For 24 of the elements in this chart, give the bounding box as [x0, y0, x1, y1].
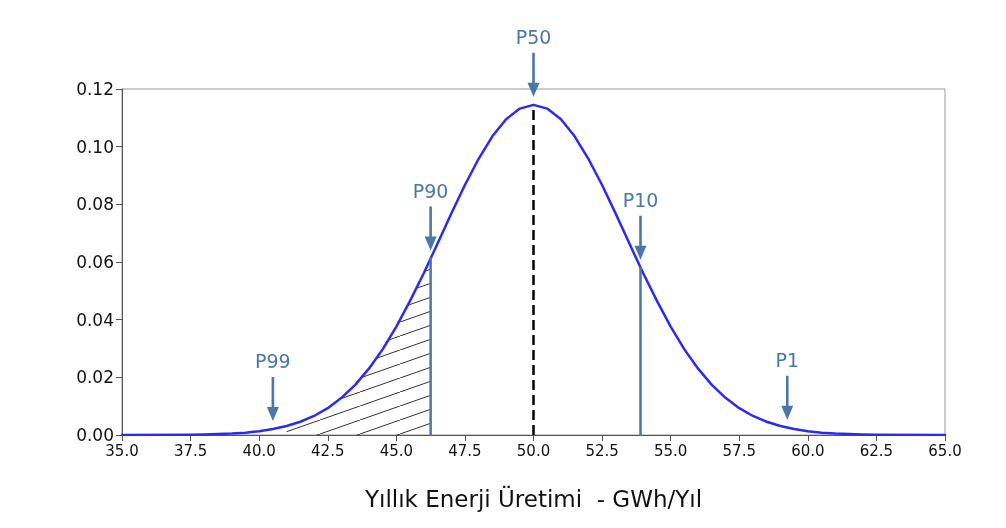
y-tick-label: 0.06	[76, 252, 114, 272]
x-tick-label: 37.5	[173, 441, 208, 460]
y-tick-label: 0.10	[76, 136, 114, 157]
x-tick-label: 55.0	[653, 441, 688, 460]
x-tick-label: 60.0	[791, 441, 825, 460]
x-tick-label: 50.0	[516, 441, 551, 460]
annotation: P10	[622, 189, 659, 212]
annotation: P1	[775, 349, 800, 372]
annotation: P50	[515, 26, 552, 49]
y-tick-label: 0.04	[76, 309, 114, 330]
y-tick-label: 0.08	[76, 194, 114, 215]
x-tick-label: 40.0	[242, 441, 276, 460]
y-tick-label: 0.02	[76, 367, 114, 388]
annotation: P90	[412, 180, 449, 203]
x-tick-label: 52.5	[585, 441, 619, 460]
annotation: P99	[255, 350, 291, 373]
y-tick-label: 0.12	[76, 79, 114, 99]
x-axis-title: Yıllık Enerji Üretimi - GWh/Yıl	[363, 484, 703, 512]
x-tick-label: 45.0	[379, 441, 414, 460]
x-tick-label: 47.5	[448, 441, 482, 460]
x-tick-label: 62.5	[859, 441, 894, 460]
x-tick-label: 42.5	[311, 441, 345, 460]
x-tick-label: 57.5	[722, 441, 756, 460]
x-tick-label: 65.0	[928, 441, 962, 460]
